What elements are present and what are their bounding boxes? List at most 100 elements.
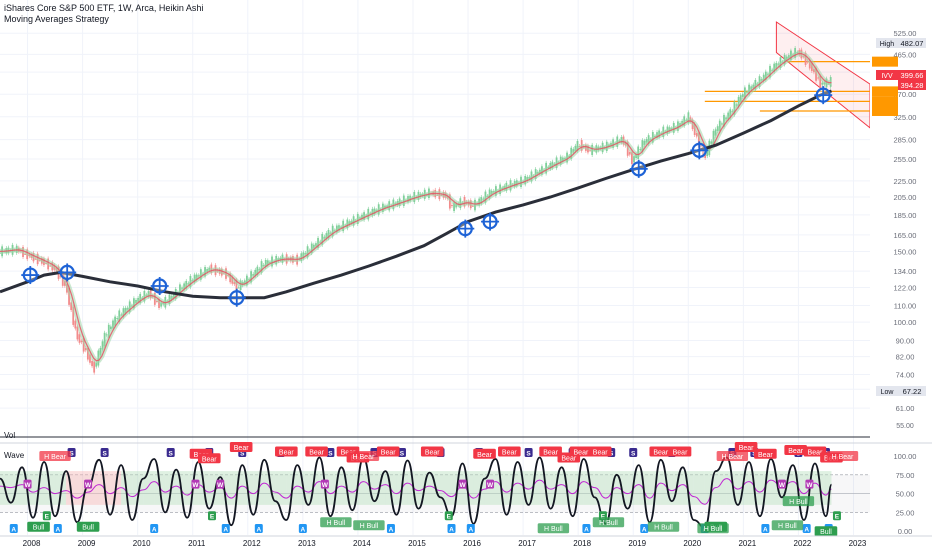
- y-tick-label-20: 61.00: [896, 404, 915, 413]
- a-badge-8: A: [468, 526, 473, 533]
- level-tag-2: [872, 96, 898, 107]
- price-candle: [160, 302, 163, 307]
- osc-regime-fill: [132, 471, 144, 505]
- x-tick-label-0: 2008: [23, 539, 41, 548]
- w-badge-2: W: [192, 482, 199, 489]
- price-candle: [695, 132, 698, 137]
- price-candle: [714, 129, 717, 136]
- osc-signal-badge-9: Bear: [477, 452, 492, 459]
- osc-signal-badge-19: Bear: [788, 448, 803, 455]
- fast-ma-line: [0, 52, 832, 362]
- a-badge-10: A: [642, 526, 647, 533]
- price-candle: [727, 112, 730, 120]
- osc-regime-fill: [781, 471, 793, 505]
- osc-signal-badge-bg-35: [771, 520, 804, 531]
- osc-regime-fill: [715, 471, 727, 505]
- a-badge-10-bg: [640, 523, 649, 533]
- osc-regime-fill: [825, 471, 832, 505]
- price-tag-name-3: Low: [881, 389, 895, 396]
- price-tag-name-0: High: [880, 41, 895, 48]
- w-badge-3: W: [217, 482, 224, 489]
- osc-signal-badge-bg-10: [498, 446, 521, 457]
- osc-regime-fill: [693, 471, 705, 505]
- price-candle: [107, 324, 110, 338]
- price-candle: [61, 273, 64, 286]
- osc-signal-badge-bg-26: [27, 521, 50, 532]
- x-tick-label-9: 2017: [518, 539, 536, 548]
- osc-signal-badge-23: H Bear: [353, 454, 375, 461]
- osc-signal-badge-35: H Bull: [778, 523, 797, 530]
- price-candle: [815, 67, 817, 81]
- s-badge-1-bg: [100, 448, 109, 458]
- price-candle: [687, 112, 690, 124]
- s-badge-2: S: [169, 451, 174, 458]
- a-badge-5-bg: [298, 523, 307, 533]
- osc-signal-badge-bg-27: [76, 521, 100, 532]
- x-tick-label-8: 2016: [463, 539, 481, 548]
- y-tick-label-7: 225.00: [894, 177, 917, 186]
- a-badge-2-bg: [150, 523, 159, 533]
- w-badge-0-bg: [23, 479, 32, 489]
- y-tick-label-0: 525.00: [894, 29, 917, 38]
- osc-signal-badge-27: Bull: [82, 525, 94, 532]
- a-badge-3-bg: [221, 523, 230, 533]
- volume-label: Vol: [4, 431, 16, 440]
- osc-tick-label-3: 25.00: [896, 508, 915, 517]
- price-candle: [72, 306, 75, 325]
- osc-signal-badge-bg-14: [588, 446, 612, 457]
- a-badge-1-bg: [53, 523, 62, 533]
- price-candle: [700, 143, 702, 147]
- a-badge-0-bg: [9, 523, 18, 533]
- x-tick-label-11: 2019: [628, 539, 646, 548]
- osc-regime-fill: [583, 471, 595, 505]
- price-tag-name-bg-1: [876, 70, 898, 80]
- osc-signal-badge-24: H Bear: [721, 454, 743, 461]
- price-candle: [706, 150, 709, 157]
- a-badge-1: A: [55, 526, 60, 533]
- w-badge-5-bg: [458, 479, 467, 489]
- price-candle: [451, 205, 453, 207]
- osc-signal-badge-29: H Bull: [327, 520, 346, 527]
- y-tick-label-8: 205.00: [894, 193, 917, 202]
- s-badge-8: S: [400, 451, 405, 458]
- price-candle: [78, 334, 81, 343]
- osc-signal-badge-11: Bear: [543, 450, 558, 457]
- price-candle: [471, 205, 474, 207]
- price-candle: [86, 347, 89, 360]
- osc-axis-bg: [872, 444, 932, 535]
- price-candle: [817, 77, 820, 79]
- e-badge-0-bg: [42, 511, 51, 521]
- x-tick-label-14: 2022: [794, 539, 812, 548]
- level-tag-1: [872, 86, 898, 97]
- osc-signal-badge-bg-34: [697, 523, 729, 534]
- w-badge-3-bg: [216, 479, 225, 489]
- osc-signal-badge-22: H Bear: [44, 454, 66, 461]
- price-candle: [68, 287, 70, 305]
- y-tick-label-4: 325.00: [894, 113, 917, 122]
- price-candle: [105, 334, 108, 336]
- price-candle: [643, 140, 646, 145]
- x-tick-label-6: 2014: [353, 539, 371, 548]
- w-badge-4: W: [322, 482, 329, 489]
- osc-signal-badge-bg-25: [826, 451, 859, 462]
- osc-signal-badge-bg-33: [647, 521, 680, 532]
- osc-signal-badge-25: H Bear: [832, 454, 854, 461]
- price-candle: [99, 347, 102, 356]
- y-tick-label-6: 255.00: [894, 155, 917, 164]
- osc-signal-badge-bg-2: [229, 442, 253, 452]
- price-candle: [74, 320, 77, 329]
- price-candle: [448, 194, 451, 209]
- x-tick-label-1: 2009: [78, 539, 96, 548]
- osc-signal-badge-bg-18: [754, 448, 777, 459]
- osc-regime-fill: [220, 471, 232, 505]
- osc-signal-badge-bg-7: [376, 446, 400, 457]
- price-candle: [739, 95, 742, 103]
- price-tag-value-bg-0: [898, 38, 926, 48]
- a-badge-0: A: [11, 526, 16, 533]
- osc-signal-badge-bg-36: [782, 496, 815, 507]
- price-candle: [70, 302, 73, 311]
- osc-regime-fill: [594, 471, 606, 505]
- y-tick-label-10: 165.00: [894, 231, 917, 240]
- a-badge-13: A: [804, 526, 809, 533]
- price-candle: [631, 152, 633, 164]
